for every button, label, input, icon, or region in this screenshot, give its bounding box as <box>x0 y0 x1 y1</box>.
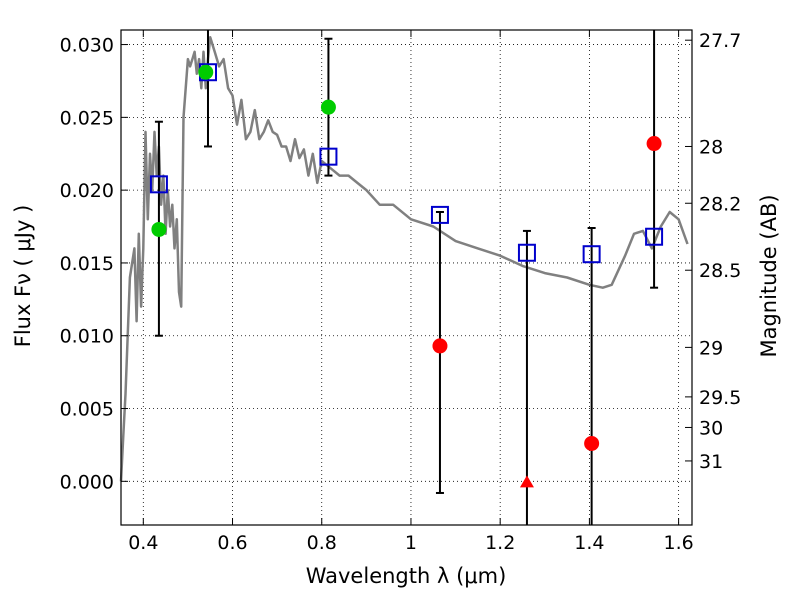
detection-point <box>198 64 214 80</box>
gridlines <box>121 30 692 525</box>
x-tick-label: 1.2 <box>485 532 515 554</box>
model-flux-square <box>149 175 168 194</box>
low-sn-point <box>646 136 662 152</box>
x-tick-label: 1 <box>405 532 417 554</box>
y-tick-label: 0.000 <box>60 471 114 493</box>
detection-point <box>320 99 336 115</box>
y-tick-label: 0.025 <box>60 107 114 129</box>
y2-tick-label: 28 <box>699 136 723 158</box>
y2-tick-label: 28.5 <box>699 260 741 282</box>
low-sn-point <box>584 435 600 451</box>
model-flux-square <box>517 243 536 262</box>
low-sn-point <box>432 338 448 354</box>
sed-model-line-layer <box>119 36 689 482</box>
y2-tick-label: 29 <box>699 337 723 359</box>
model-flux-square <box>582 245 601 264</box>
y-tick-label: 0.010 <box>60 326 114 348</box>
y2-axis-label: Magnitude (AB) <box>757 194 781 357</box>
x-axis-label: Wavelength λ (μm) <box>306 564 507 588</box>
y-axis-label: Flux Fν ( μJy ) <box>11 205 35 348</box>
y2-tick-label: 28.2 <box>699 193 741 215</box>
y2-tick-label: 29.5 <box>699 387 741 409</box>
detection-point <box>151 221 167 237</box>
error-bar-layer <box>154 30 659 525</box>
y-tick-label: 0.030 <box>60 35 114 57</box>
model-flux-square <box>319 147 338 166</box>
marker-layer <box>149 63 664 488</box>
sed-model-line <box>119 36 689 482</box>
tick-layer: 0.4 0.6 0.8 1 1.2 1.4 1.6 0.000 0.005 0.010 0.015 0… <box>60 30 741 554</box>
x-tick-label: 0.8 <box>307 532 337 554</box>
model-flux-square <box>430 205 449 224</box>
x-tick-label: 1.6 <box>664 532 694 554</box>
plot-frame <box>120 29 693 526</box>
x-tick-label: 1.4 <box>574 532 604 554</box>
y-tick-label: 0.020 <box>60 180 114 202</box>
y2-tick-label: 27.7 <box>699 30 741 52</box>
y-tick-label: 0.005 <box>60 399 114 421</box>
x-tick-label: 0.6 <box>217 532 247 554</box>
y2-tick-label: 30 <box>699 417 723 439</box>
model-flux-square <box>645 227 664 246</box>
y2-tick-label: 31 <box>699 451 723 473</box>
upper-limit-triangle <box>519 475 534 488</box>
x-tick-label: 0.4 <box>128 532 158 554</box>
y-tick-label: 0.015 <box>60 253 114 275</box>
